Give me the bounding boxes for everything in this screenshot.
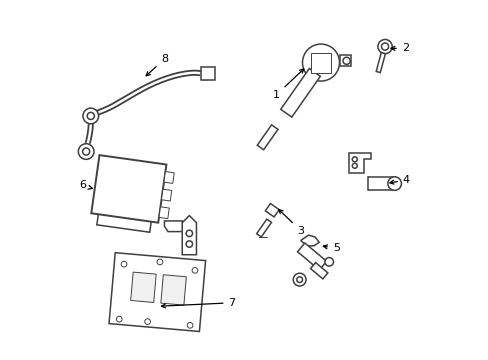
Polygon shape bbox=[130, 272, 156, 302]
Polygon shape bbox=[280, 68, 320, 117]
Circle shape bbox=[116, 316, 122, 322]
Polygon shape bbox=[310, 262, 327, 279]
Polygon shape bbox=[339, 55, 350, 66]
Circle shape bbox=[377, 40, 391, 54]
Polygon shape bbox=[375, 53, 385, 73]
Circle shape bbox=[87, 112, 94, 120]
Circle shape bbox=[187, 323, 193, 328]
Text: 2: 2 bbox=[390, 43, 408, 53]
Polygon shape bbox=[265, 203, 279, 217]
Text: 1: 1 bbox=[272, 69, 303, 100]
Polygon shape bbox=[182, 216, 196, 255]
Polygon shape bbox=[257, 125, 277, 150]
Polygon shape bbox=[164, 221, 182, 231]
Circle shape bbox=[121, 261, 126, 267]
Text: 8: 8 bbox=[146, 54, 168, 76]
FancyBboxPatch shape bbox=[310, 53, 330, 72]
Circle shape bbox=[293, 273, 305, 286]
Polygon shape bbox=[349, 153, 370, 173]
Polygon shape bbox=[300, 235, 319, 246]
Polygon shape bbox=[297, 243, 326, 270]
Circle shape bbox=[83, 108, 99, 124]
Text: 7: 7 bbox=[161, 298, 235, 308]
Polygon shape bbox=[163, 172, 174, 183]
Circle shape bbox=[157, 259, 163, 265]
Polygon shape bbox=[109, 253, 205, 332]
Circle shape bbox=[78, 144, 94, 159]
Circle shape bbox=[381, 43, 388, 50]
Polygon shape bbox=[367, 177, 394, 190]
Circle shape bbox=[82, 148, 89, 155]
Circle shape bbox=[144, 319, 150, 324]
Circle shape bbox=[324, 257, 333, 266]
Circle shape bbox=[302, 44, 339, 81]
Circle shape bbox=[351, 157, 357, 162]
Polygon shape bbox=[201, 67, 214, 80]
Text: 5: 5 bbox=[323, 243, 339, 253]
Text: 3: 3 bbox=[278, 210, 304, 235]
Circle shape bbox=[192, 267, 197, 273]
Circle shape bbox=[387, 177, 401, 190]
Polygon shape bbox=[159, 207, 169, 219]
Text: 4: 4 bbox=[389, 175, 409, 185]
Polygon shape bbox=[161, 275, 186, 305]
Circle shape bbox=[343, 57, 349, 64]
Circle shape bbox=[186, 230, 192, 237]
Circle shape bbox=[296, 277, 302, 283]
Circle shape bbox=[351, 163, 357, 168]
Polygon shape bbox=[256, 219, 271, 237]
Polygon shape bbox=[161, 189, 171, 201]
Polygon shape bbox=[91, 155, 166, 223]
Circle shape bbox=[186, 241, 192, 247]
Text: 6: 6 bbox=[79, 180, 92, 190]
